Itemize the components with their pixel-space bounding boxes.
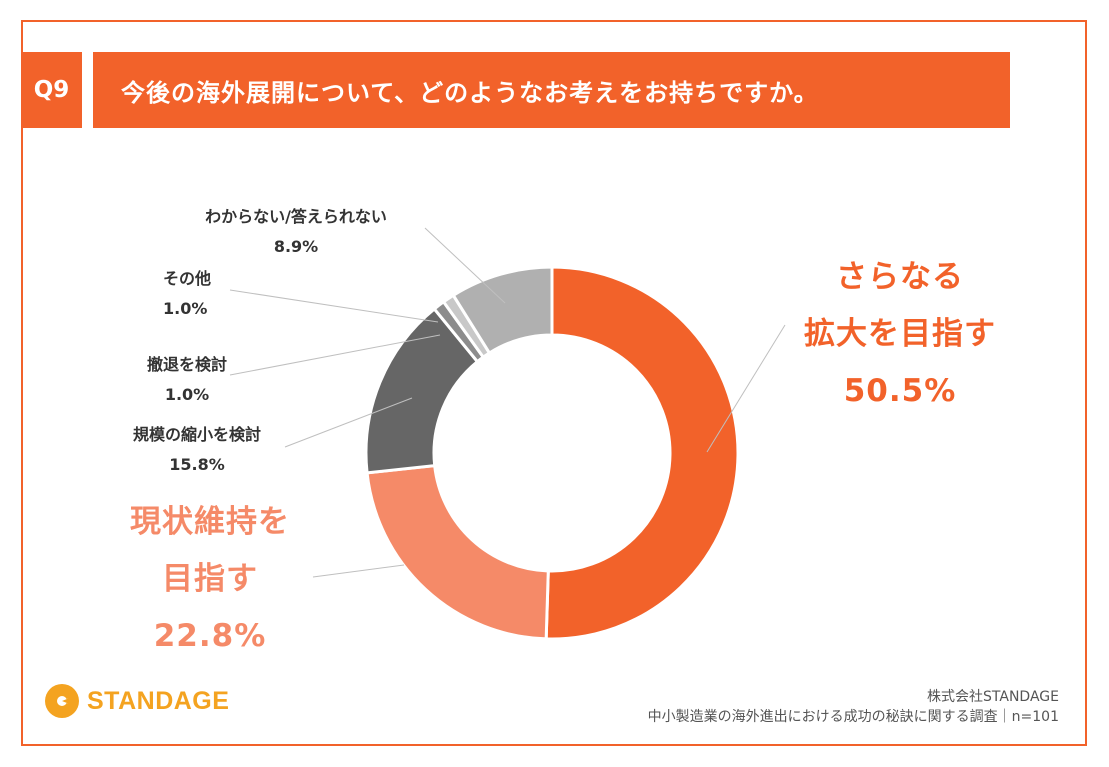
label-tettai-pct: 1.0% [164,385,210,404]
label-kakudai-line1: さらなる [836,259,964,295]
label-kakudai: さらなる 拡大を目指す 50.5% [790,249,1010,420]
label-sonota-name: その他 [163,269,212,288]
label-kakudai-pct: 50.5% [843,373,957,409]
label-shukusho-name: 規模の縮小を検討 [132,425,261,444]
label-wakaranai-pct: 8.9% [273,237,319,256]
leader-line-kakudai [706,324,786,453]
source-credit: 株式会社STANDAGE 中小製造業の海外進出における成功の秘訣に関する調査｜n… [648,687,1059,727]
label-genjo-line1: 現状維持を [130,504,290,540]
credit-company: 株式会社STANDAGE [927,689,1059,705]
leader-line-genjo [312,564,405,578]
donut-slice-kakudai [544,265,740,641]
outer-frame [21,20,1087,746]
label-tettai-name: 撤退を検討 [146,355,227,374]
label-sonota-pct: 1.0% [163,299,208,318]
leader-line-wakaranai [424,227,506,304]
donut-slice-genjo [365,463,550,641]
label-genjo-line2: 目指す [162,561,258,597]
label-wakaranai-name: わからない/答えられない [205,207,387,226]
question-number: Q9 [21,52,82,128]
label-wakaranai: わからない/答えられない 8.9% [183,203,409,256]
label-shukusho: 規模の縮小を検討 15.8% [117,421,277,474]
label-genjo: 現状維持を 目指す 22.8% [110,494,310,665]
label-genjo-pct: 22.8% [153,618,267,654]
credit-survey: 中小製造業の海外進出における成功の秘訣に関する調査｜n=101 [647,709,1059,725]
question-title: 今後の海外展開について、どのようなお考えをお持ちですか。 [93,52,1010,128]
leader-line-shukusho [284,397,413,448]
standage-logo: STANDAGE [45,684,229,718]
label-shukusho-pct: 15.8% [169,455,225,474]
label-kakudai-line2: 拡大を目指す [804,316,996,352]
standage-logo-text: STANDAGE [87,686,230,715]
leader-line-sonota [229,289,439,323]
leader-line-tettai [229,334,441,376]
label-sonota: その他 1.0% [163,265,211,318]
label-tettai: 撤退を検討 1.0% [135,351,239,404]
standage-logo-icon [45,684,79,718]
